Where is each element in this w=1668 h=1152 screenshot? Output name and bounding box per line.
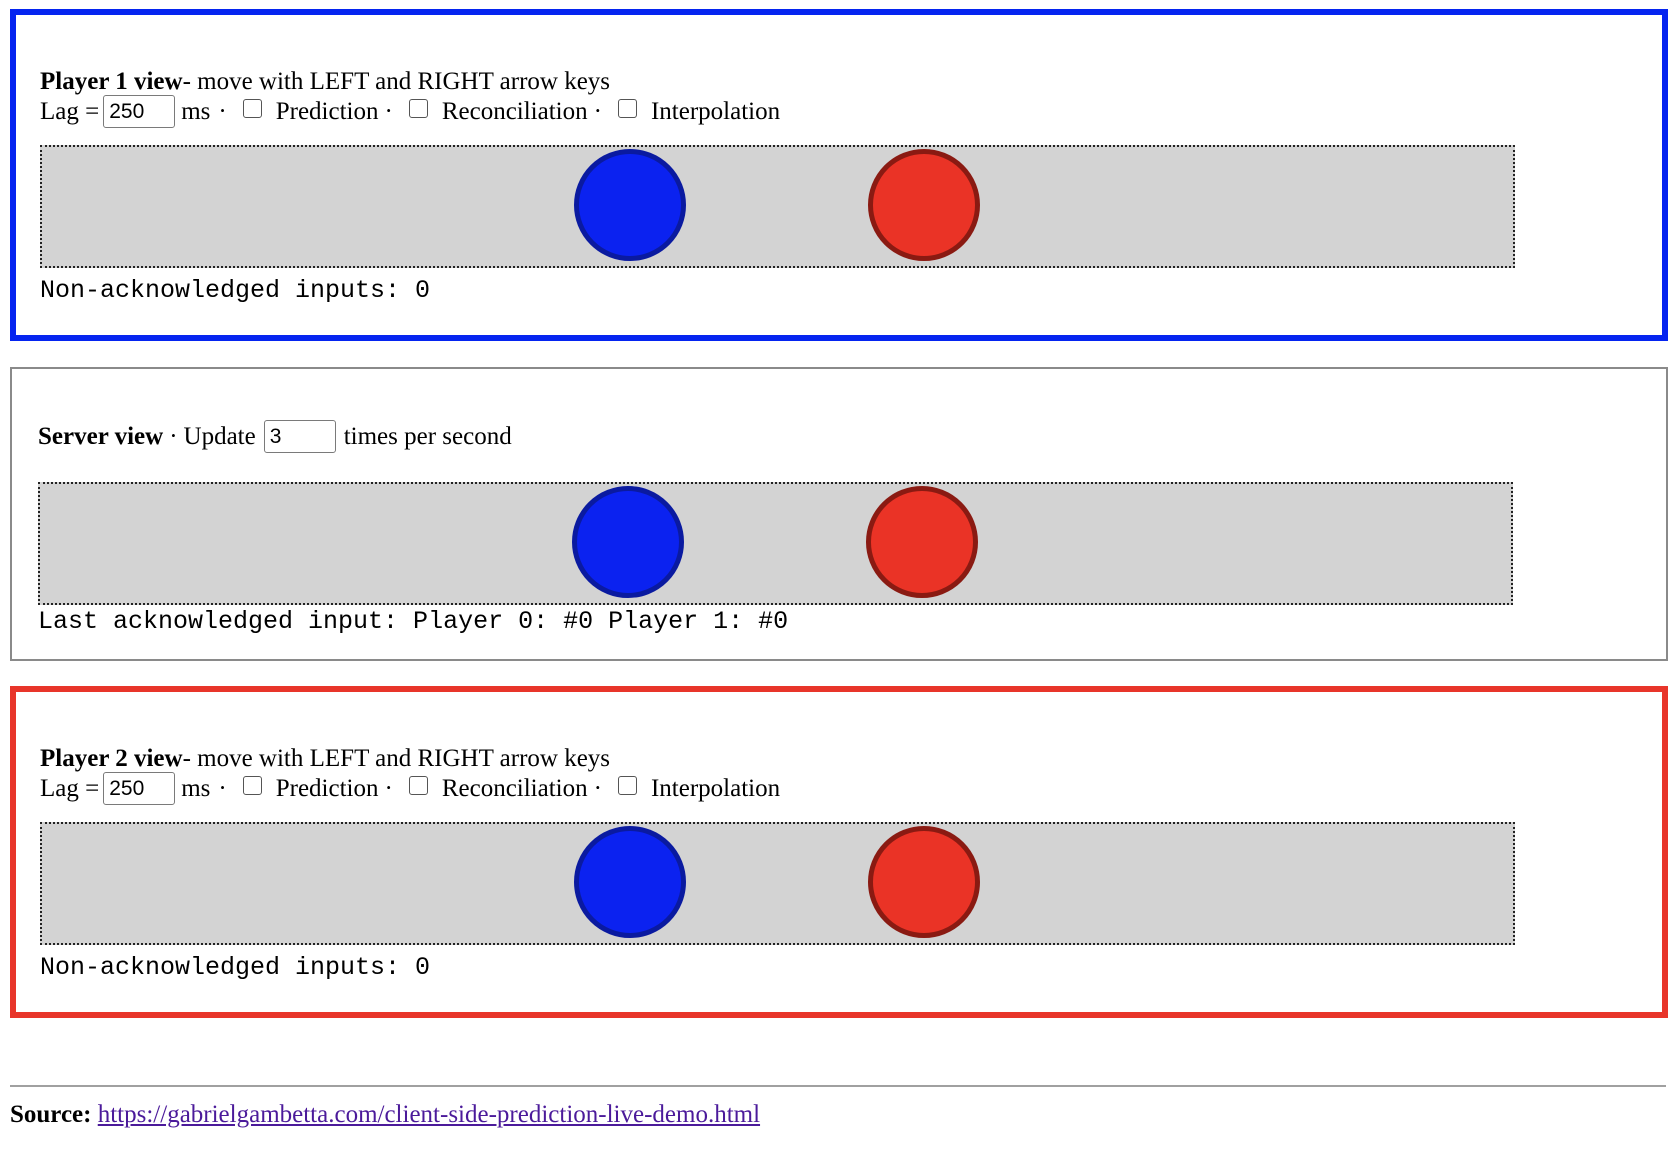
player1-lag-input[interactable] [103,95,176,128]
player1-ms-label: ms [181,97,211,125]
player2-interpolation-checkbox[interactable] [617,776,637,795]
server-status: Last acknowledged input: Player 0: #0 Pl… [38,607,789,636]
separator: · [384,774,393,802]
player2-header: Player 2 view - move with LEFT and RIGHT… [40,744,610,774]
player1-interpolation-label: Interpolation [650,97,781,125]
source-label: Source: [10,1101,92,1128]
player1-reconciliation-checkbox[interactable] [408,99,428,118]
player2-panel: Player 2 view - move with LEFT and RIGHT… [10,686,1668,1018]
separator: · [218,774,227,802]
player2-title: Player 2 view [40,745,183,772]
player1-interpolation-checkbox[interactable] [617,99,637,118]
red-player-ball [868,149,980,261]
blue-player-ball [574,826,686,938]
server-update-label: Update [183,422,256,450]
source-line: Source: https://gabrielgambetta.com/clie… [10,1100,760,1130]
server-rate-suffix: times per second [343,422,512,450]
blue-player-ball [572,486,684,598]
player1-reconciliation-label: Reconciliation [441,97,588,125]
player1-canvas[interactable] [40,145,1515,268]
player2-prediction-checkbox[interactable] [242,776,262,795]
player1-controls: Lag = ms · Prediction · Reconciliation ·… [40,95,780,128]
player2-reconciliation-checkbox[interactable] [408,776,428,795]
separator: · [169,422,178,450]
player2-reconciliation-label: Reconciliation [441,774,588,802]
player2-subtitle: - move with LEFT and RIGHT arrow keys [182,745,611,772]
player1-status: Non-acknowledged inputs: 0 [40,276,431,305]
player1-header: Player 1 view - move with LEFT and RIGHT… [40,67,610,97]
player1-subtitle: - move with LEFT and RIGHT arrow keys [182,68,611,95]
separator: · [593,774,602,802]
server-canvas [38,482,1513,605]
source-link[interactable]: https://gabrielgambetta.com/client-side-… [97,1101,761,1128]
footer-divider [10,1085,1666,1087]
player1-prediction-checkbox[interactable] [242,99,262,118]
player2-prediction-label: Prediction [275,774,379,802]
player1-panel: Player 1 view - move with LEFT and RIGHT… [10,9,1668,341]
player2-canvas[interactable] [40,822,1515,945]
server-controls: Server view · Update times per second [38,420,512,453]
separator: · [593,97,602,125]
red-player-ball [868,826,980,938]
separator: · [218,97,227,125]
player1-title: Player 1 view [40,68,183,95]
player2-ms-label: ms [181,774,211,802]
red-player-ball [866,486,978,598]
server-panel: Server view · Update times per second La… [10,367,1668,661]
player2-lag-label: Lag = [40,774,100,802]
blue-player-ball [574,149,686,261]
player2-interpolation-label: Interpolation [650,774,781,802]
player2-controls: Lag = ms · Prediction · Reconciliation ·… [40,772,780,805]
player2-lag-input[interactable] [103,772,176,805]
separator: · [384,97,393,125]
player1-lag-label: Lag = [40,97,100,125]
server-update-rate-input[interactable] [263,420,336,453]
player1-prediction-label: Prediction [275,97,379,125]
player2-status: Non-acknowledged inputs: 0 [40,953,431,982]
server-title: Server view [38,422,164,450]
